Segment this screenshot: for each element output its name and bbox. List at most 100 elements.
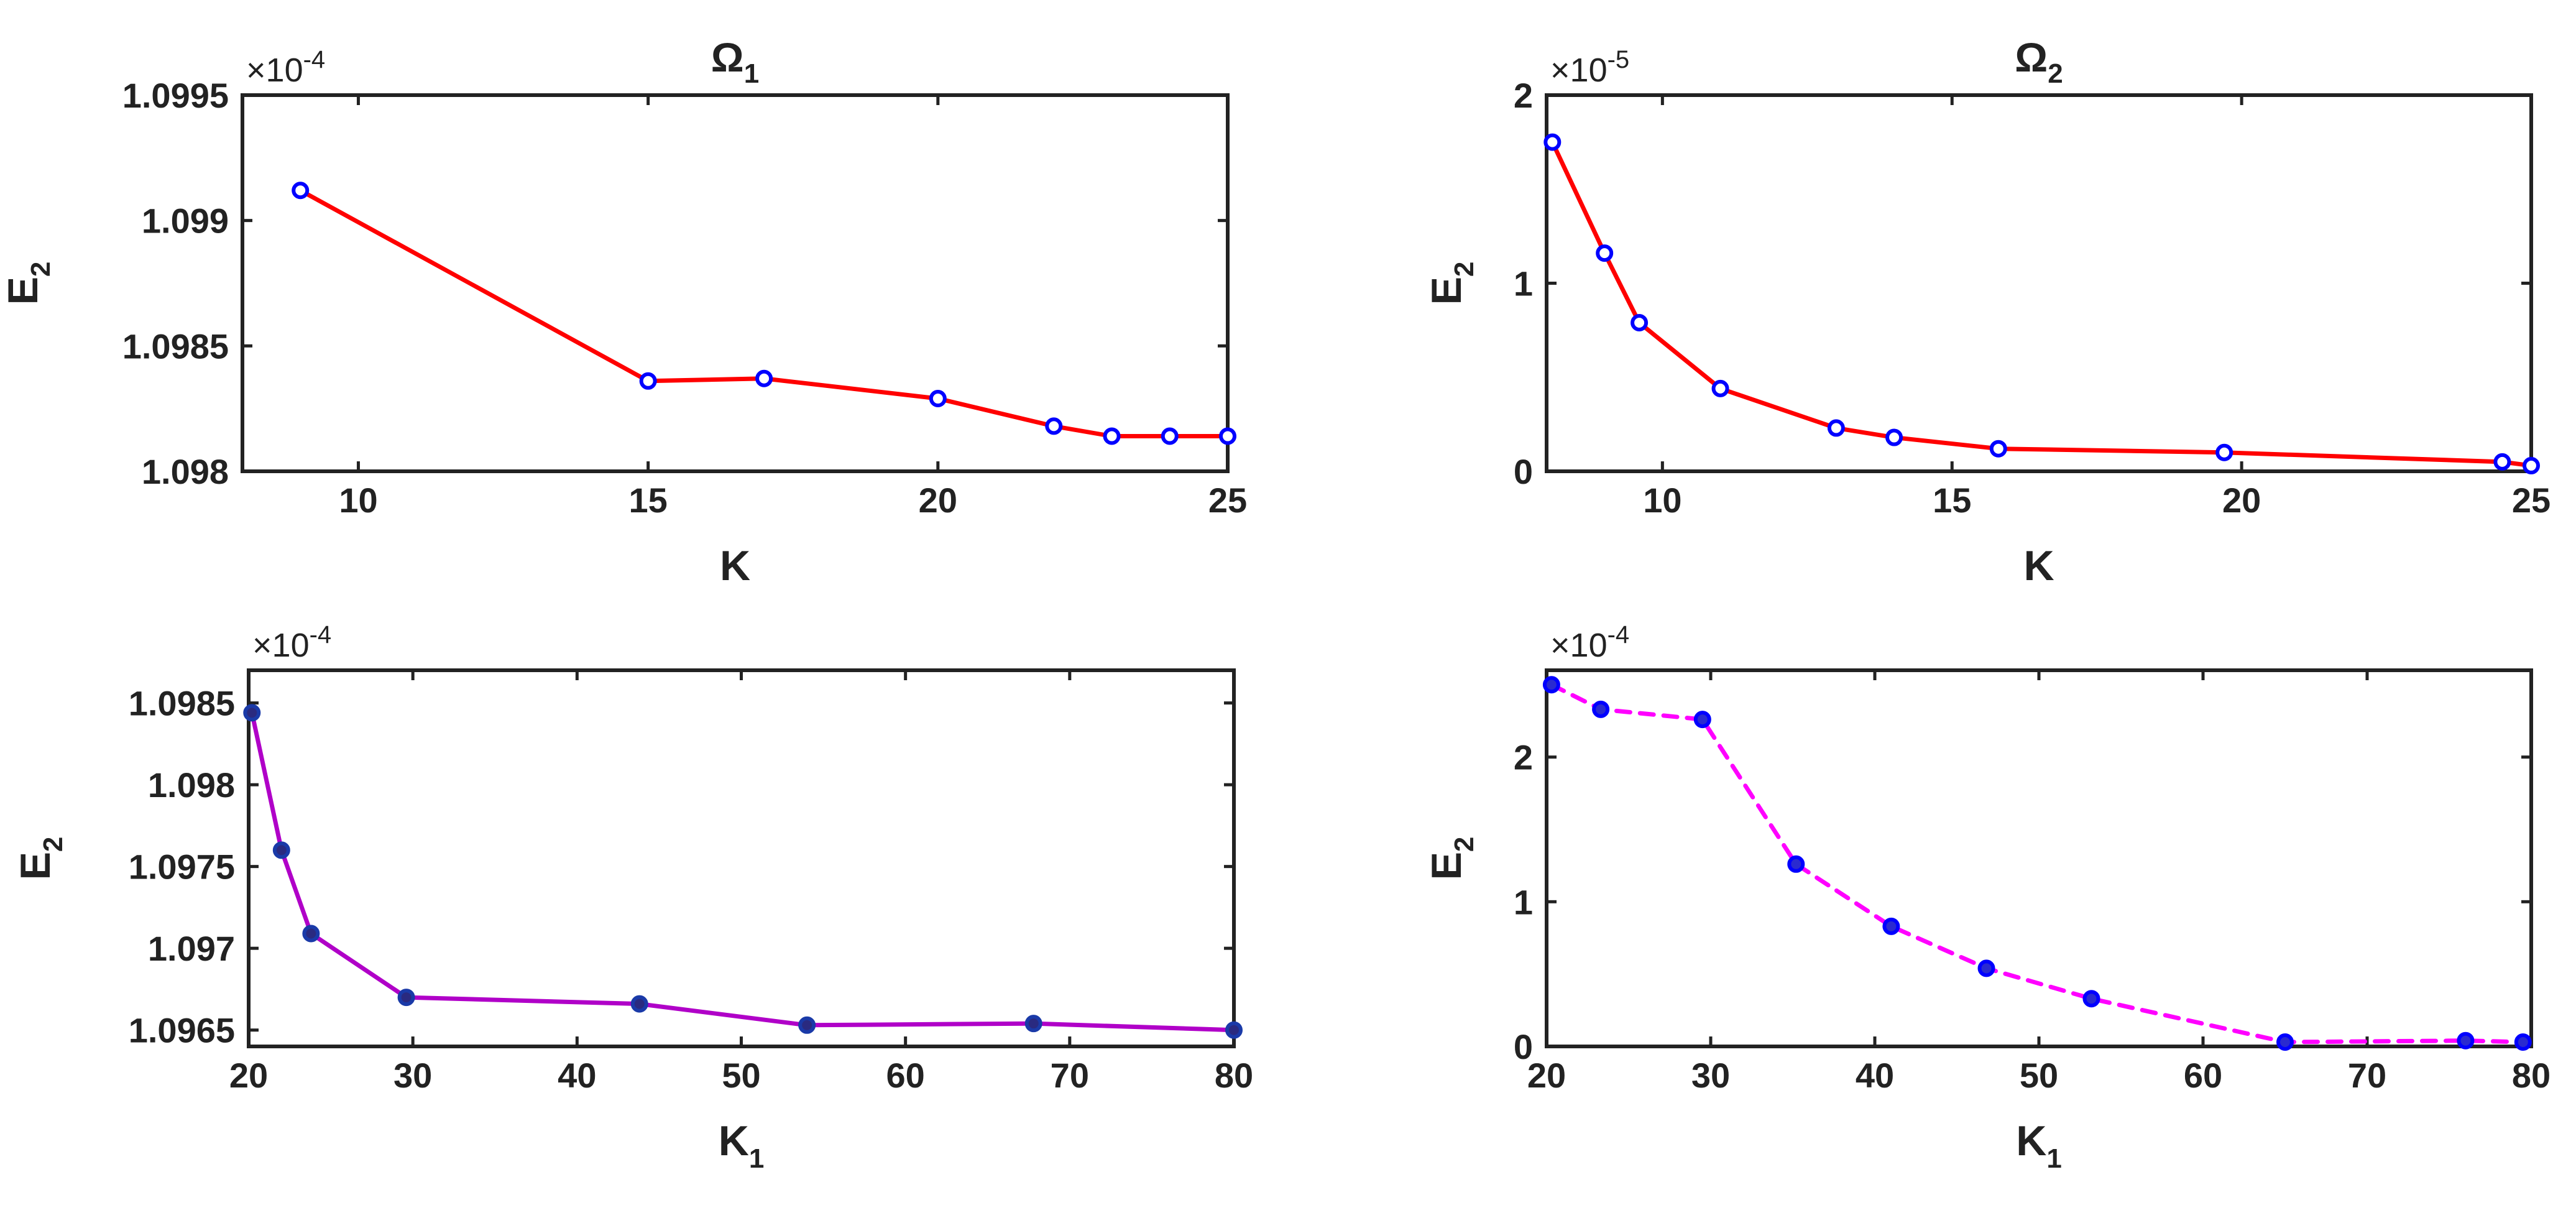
- x-tick-label: 10: [339, 481, 377, 520]
- series-line: [298, 188, 1230, 439]
- data-point: [1225, 1021, 1243, 1039]
- x-tick-label: 50: [2020, 1056, 2058, 1095]
- y-multiplier: ×10-5: [1550, 46, 1629, 89]
- data-point: [630, 995, 648, 1013]
- y-axis-label-subscript: 2: [1449, 837, 1479, 852]
- axes-frame: [1545, 93, 2533, 473]
- y-axis-label-subscript: 2: [38, 837, 68, 852]
- x-tick-label: 20: [919, 481, 957, 520]
- x-tick-label: 30: [393, 1056, 432, 1095]
- data-point: [272, 841, 290, 859]
- data-point: [397, 989, 415, 1007]
- y-axis-label-subscript: 2: [25, 262, 56, 277]
- data-point: [2514, 1033, 2532, 1051]
- y-tick-label: 2: [1514, 738, 1533, 777]
- data-point: [1596, 244, 1614, 262]
- x-tick-label: 20: [2222, 481, 2261, 520]
- chart-title-main: Ω: [711, 34, 744, 80]
- x-tick-label: 20: [229, 1056, 268, 1095]
- data-point: [2457, 1031, 2475, 1050]
- x-tick-label: 30: [1691, 1056, 1730, 1095]
- series-line: [249, 710, 1236, 1033]
- x-tick-label: 25: [2512, 481, 2551, 520]
- data-point: [1219, 427, 1236, 445]
- x-tick-label: 15: [1933, 481, 1971, 520]
- y-tick-label: 1.0995: [122, 76, 229, 115]
- y-multiplier-base: ×10: [1550, 52, 1608, 89]
- y-multiplier-exponent: -5: [1608, 46, 1630, 73]
- x-axis-label-subscript: 1: [2046, 1143, 2061, 1174]
- data-point: [1885, 428, 1903, 446]
- y-tick-label: 1: [1514, 882, 1533, 921]
- data-point: [2523, 456, 2540, 474]
- y-axis-label-main: E: [1423, 277, 1470, 305]
- x-axis-label-main: K: [2016, 1117, 2046, 1165]
- chart-title-main: Ω: [2015, 34, 2048, 80]
- x-tick-label: 15: [628, 481, 667, 520]
- y-tick-label: 1.099: [142, 201, 229, 241]
- data-point: [1542, 676, 1560, 694]
- data-point: [1827, 419, 1845, 437]
- y-axis-label: E2: [1423, 262, 1479, 305]
- data-point: [1161, 427, 1179, 445]
- y-tick-label: 0: [1514, 452, 1533, 491]
- chart-title: Ω2: [2015, 34, 2063, 89]
- y-tick-label: 2: [1514, 76, 1533, 115]
- y-axis-label-main: E: [12, 852, 59, 880]
- x-axis-label-main: K: [2023, 542, 2054, 589]
- x-axis-label: K1: [2016, 1117, 2062, 1174]
- y-tick-label: 1.0985: [122, 326, 229, 366]
- data-point: [292, 182, 310, 200]
- data-point: [1045, 417, 1063, 435]
- data-point: [1103, 427, 1121, 445]
- data-point: [1882, 917, 1900, 935]
- y-axis-label-main: E: [1423, 852, 1470, 880]
- x-tick-label: 70: [1051, 1056, 1089, 1095]
- data-point: [2082, 990, 2100, 1008]
- data-point: [929, 390, 947, 408]
- x-axis-label-subscript: 1: [749, 1143, 764, 1174]
- x-axis-label: K: [720, 542, 750, 589]
- y-tick-label: 0: [1514, 1027, 1533, 1066]
- y-axis-label: E2: [0, 262, 56, 305]
- panel-bottom-left: 20 30 40 50 60 70 80 1.0965 1.097 1.0975 1.098 1.09…: [12, 621, 1253, 1174]
- x-tick-label: 40: [1856, 1056, 1894, 1095]
- y-tick-label: 1.098: [142, 452, 229, 491]
- chart-title: Ω1: [711, 34, 759, 89]
- x-axis-label-main: K: [719, 1117, 749, 1165]
- chart-title-subscript: 2: [2048, 58, 2063, 89]
- y-multiplier-base: ×10: [252, 627, 310, 664]
- x-tick-label: 60: [2184, 1056, 2222, 1095]
- y-tick-label: 1.097: [148, 929, 235, 968]
- data-point: [798, 1016, 816, 1034]
- x-tick-label: 60: [886, 1056, 925, 1095]
- axes-frame: [241, 93, 1230, 473]
- x-tick-label: 10: [1643, 481, 1681, 520]
- y-multiplier: ×10-4: [246, 46, 325, 89]
- data-point: [1631, 314, 1649, 332]
- x-tick-label: 40: [558, 1056, 596, 1095]
- data-point: [1989, 440, 2007, 458]
- axes-frame: [1545, 668, 2533, 1048]
- x-axis-label-main: K: [720, 542, 750, 589]
- x-tick-label: 70: [2348, 1056, 2386, 1095]
- y-axis-label: E2: [1423, 837, 1479, 880]
- series-line: [1550, 140, 2534, 468]
- y-tick-label: 1.0975: [129, 847, 235, 887]
- y-multiplier-exponent: -4: [310, 621, 332, 648]
- series-line: [1549, 682, 2526, 1045]
- y-axis-label: E2: [12, 837, 68, 880]
- data-point: [1543, 133, 1562, 151]
- x-axis-label: K1: [719, 1117, 765, 1174]
- x-tick-label: 20: [1527, 1056, 1566, 1095]
- y-multiplier: ×10-4: [1550, 621, 1629, 664]
- data-point: [755, 369, 773, 387]
- data-point: [2276, 1033, 2294, 1051]
- data-point: [1693, 711, 1711, 729]
- y-multiplier-exponent: -4: [303, 46, 326, 73]
- y-tick-label: 1.098: [148, 765, 235, 805]
- y-multiplier: ×10-4: [252, 621, 331, 664]
- data-point: [1592, 700, 1610, 718]
